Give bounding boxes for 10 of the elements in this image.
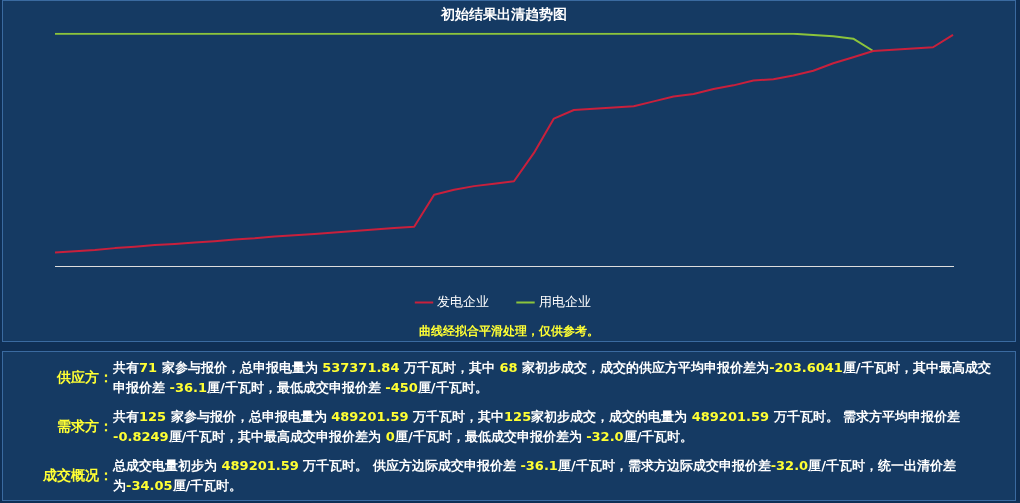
text: 共有125 家参与报价，总申报电量为 489201.59 万千瓦时，其中125家初步成交，成交的电量为 489201.59 万千瓦时。 需求方平均申报价差 -0.8249厘/千瓦时，其中最高成交申报价差为 0厘/千瓦时，最低成交申报价差为 -32.0厘/千瓦时。 bbox=[113, 409, 961, 444]
text: 曲线经拟合平滑处理，仅供参考。 bbox=[418, 323, 600, 340]
chart-title: 初始结果出清趋势图 bbox=[440, 6, 567, 23]
legend-label: 用电企业 bbox=[538, 293, 591, 309]
text: 成交概况： bbox=[42, 467, 113, 485]
text: 供应方： bbox=[56, 369, 113, 387]
text: 需求方： bbox=[56, 418, 113, 436]
text: 共有71 家参与报价，总申报电量为 537371.84 万千瓦时，其中 68 家初步成交，成交的供应方平均申报价差为-203.6041厘/千瓦时，其中最高成交申报价差 -36.1厘/千瓦时，最低成交申报价差 -450厘/千瓦时。 bbox=[113, 360, 991, 395]
text: 总成交电量初步为 489201.59 万千瓦时。 供应方边际成交申报价差 -36.1厘/千瓦时，需求方边际成交申报价差-32.0厘/千瓦时，统一出清价差为-34.05厘/千瓦时。 bbox=[113, 458, 956, 493]
legend-label: 发电企业 bbox=[437, 293, 489, 309]
